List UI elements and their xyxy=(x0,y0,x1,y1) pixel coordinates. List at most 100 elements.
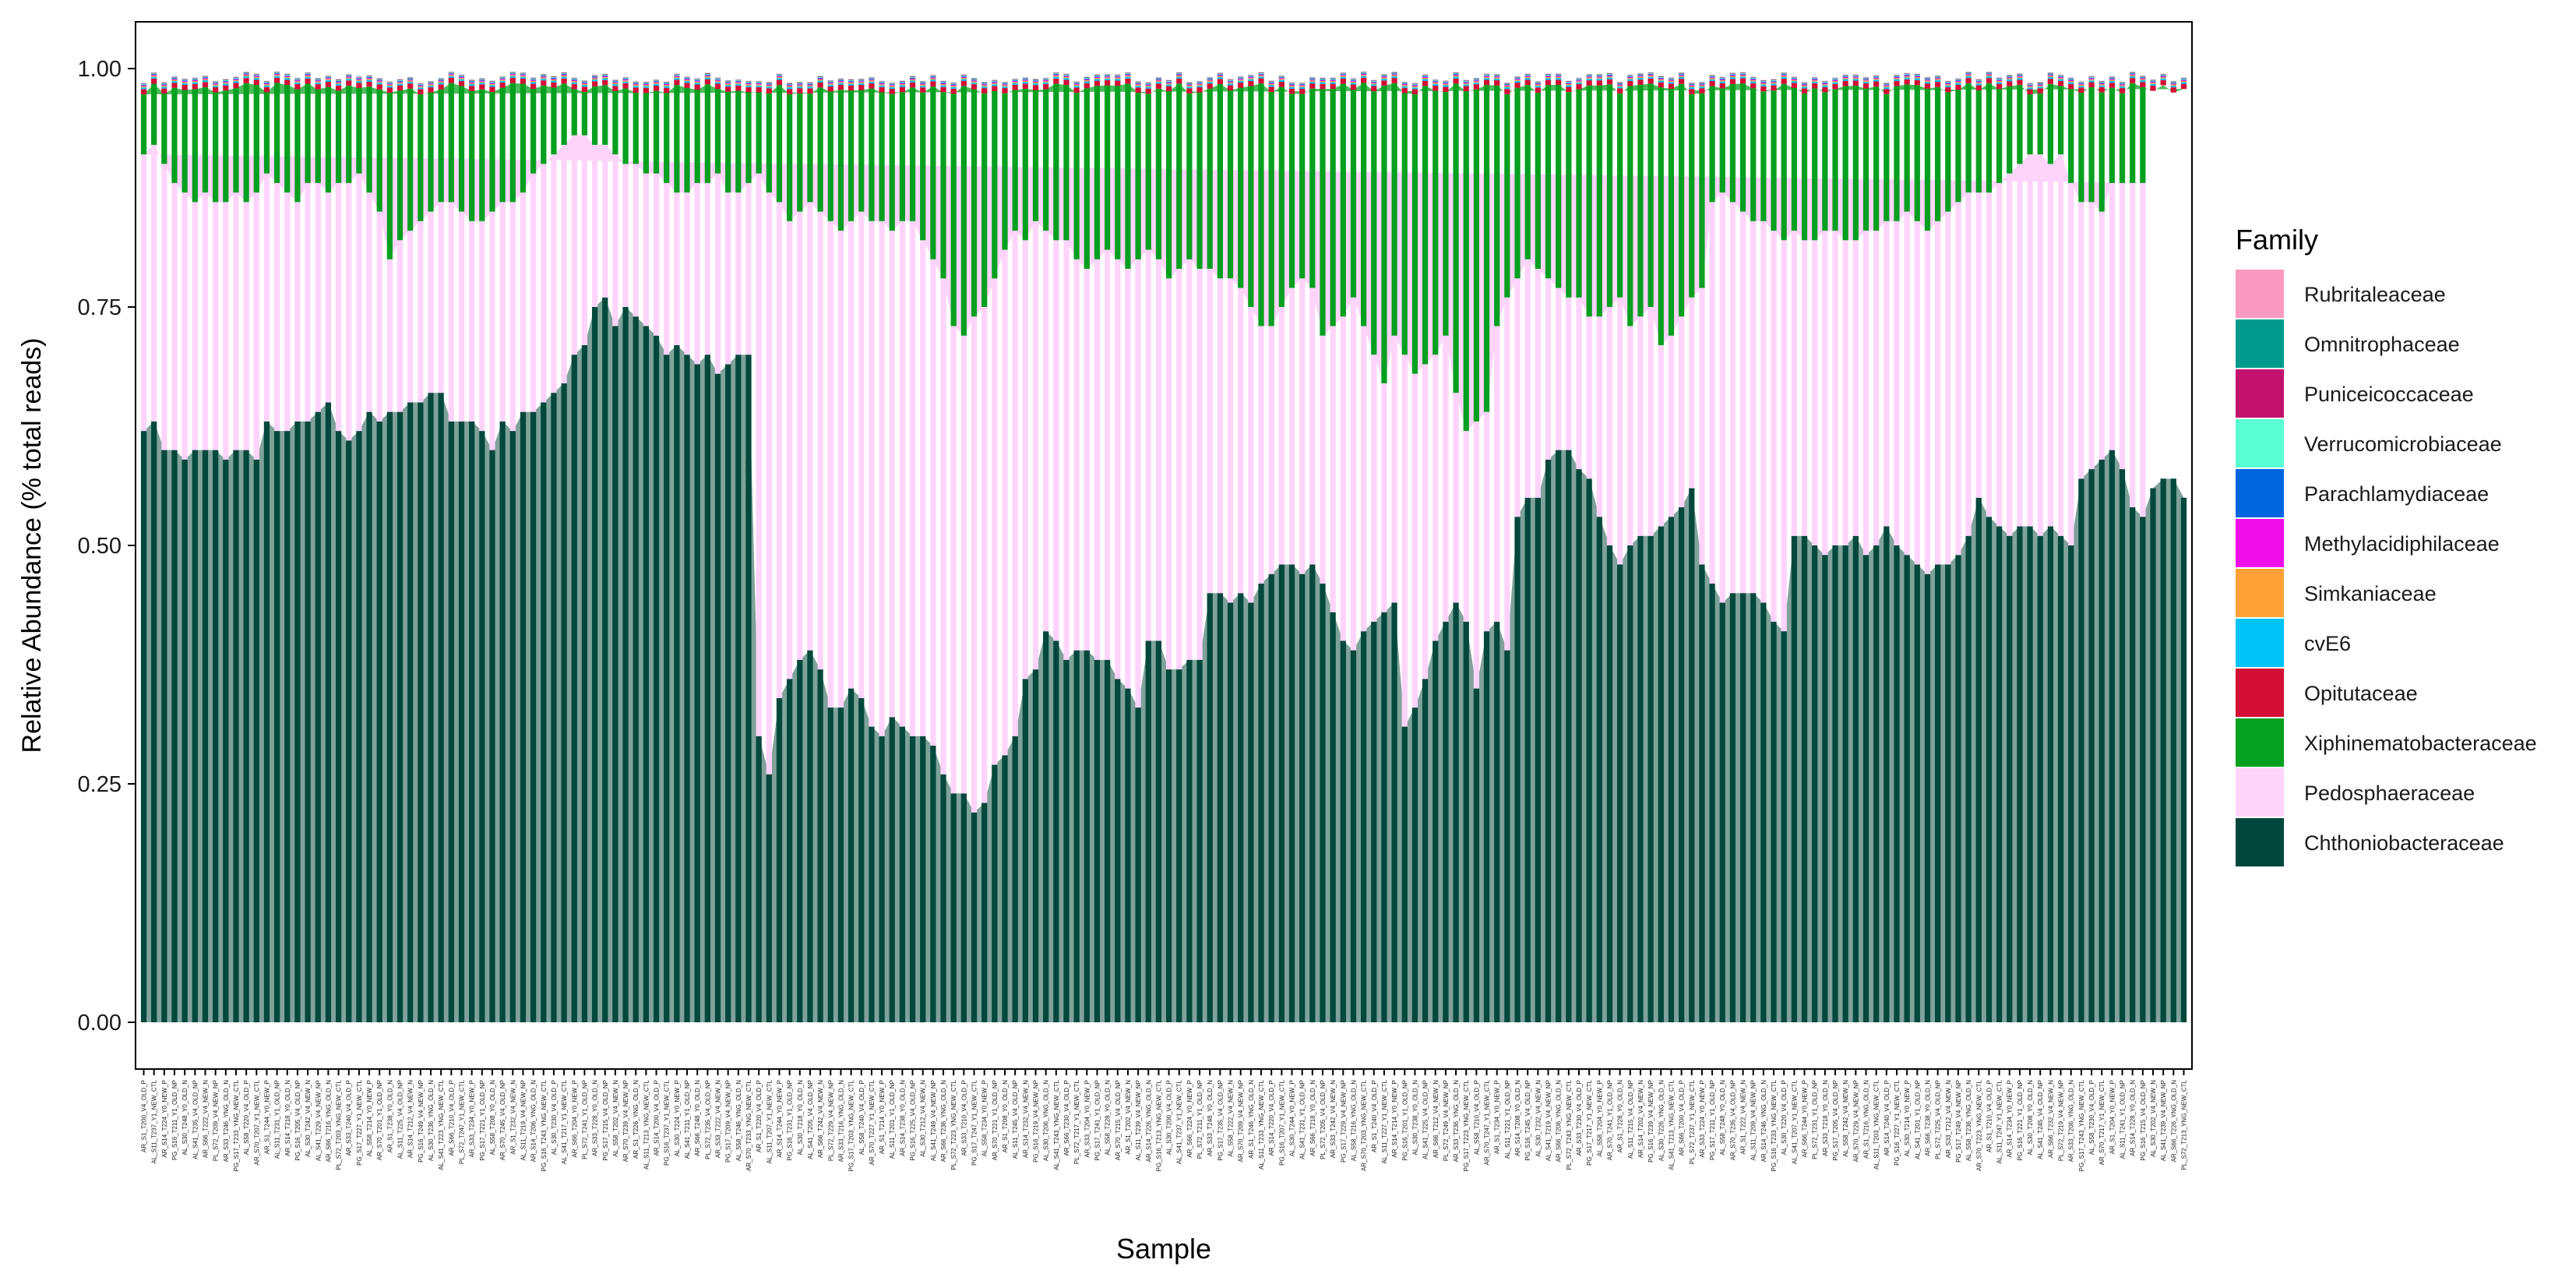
segment-methylacidiphilaceae xyxy=(1155,79,1162,81)
segment-verrucomicrobiaceae xyxy=(1063,74,1070,76)
segment-puniceicoccaceae xyxy=(1852,75,1859,76)
segment-verrucomicrobiaceae xyxy=(551,77,557,78)
x-tick-label: AR_S70_T217_Y1_NEW_CTL xyxy=(2099,1079,2106,1165)
segment-xiphinematobacteraceae xyxy=(1832,89,1838,231)
segment-parachlamydiaceae xyxy=(992,81,998,83)
sample-bar xyxy=(612,79,618,1023)
segment-chthoniobacteraceae xyxy=(151,421,157,1022)
segment-xiphinematobacteraceae xyxy=(1760,91,1767,221)
segment-methylacidiphilaceae xyxy=(181,81,188,83)
segment-puniceicoccaceae xyxy=(2047,72,2054,74)
segment-cve6 xyxy=(756,85,762,87)
segment-parachlamydiaceae xyxy=(202,77,209,79)
segment-cve6 xyxy=(1084,81,1090,83)
segment-methylacidiphilaceae xyxy=(1975,81,1982,83)
segment-xiphinematobacteraceae xyxy=(612,90,618,155)
x-tick-label: AR_S14_T234_Y0_NEW_P xyxy=(2007,1080,2014,1158)
segment-xiphinematobacteraceae xyxy=(1699,93,1705,288)
x-tick-label: AR_S70_T207_Y1_NEW_CTL xyxy=(253,1079,260,1165)
segment-puniceicoccaceae xyxy=(960,75,967,76)
segment-puniceicoccaceae xyxy=(1719,77,1725,79)
x-tick-label: AL_S41_T213_YNG_NEW_CTL xyxy=(1668,1079,1675,1170)
segment-chthoniobacteraceae xyxy=(1002,755,1008,1022)
segment-parachlamydiaceae xyxy=(797,83,803,85)
segment-simkaniaceae xyxy=(1832,81,1838,83)
segment-xiphinematobacteraceae xyxy=(1556,84,1562,288)
segment-opitutaceae xyxy=(1422,80,1429,86)
segment-xiphinematobacteraceae xyxy=(1432,90,1439,355)
segment-methylacidiphilaceae xyxy=(612,82,618,83)
segment-cve6 xyxy=(171,81,178,83)
x-tick-label: AR_S70_T229_V4_NEW_NP xyxy=(1852,1080,1859,1162)
segment-verrucomicrobiaceae xyxy=(1309,78,1316,79)
sample-bar xyxy=(674,73,680,1023)
segment-cve6 xyxy=(1248,79,1254,81)
segment-simkaniaceae xyxy=(263,84,270,86)
segment-xiphinematobacteraceae xyxy=(1545,85,1552,279)
segment-cve6 xyxy=(2119,86,2126,89)
segment-pedosphaeraceae xyxy=(509,202,516,432)
x-tick-label: PG_S16_T205_V4_OLD_NP xyxy=(294,1080,301,1161)
segment-simkaniaceae xyxy=(458,78,465,79)
sample-bar xyxy=(1320,77,1326,1022)
sample-bar xyxy=(858,78,865,1022)
segment-parachlamydiaceae xyxy=(971,79,978,81)
segment-opitutaceae xyxy=(1699,88,1705,94)
segment-methylacidiphilaceae xyxy=(1320,79,1326,82)
segment-chthoniobacteraceae xyxy=(1330,612,1336,1022)
segment-xiphinematobacteraceae xyxy=(1443,91,1449,336)
segment-cve6 xyxy=(530,82,537,84)
segment-chthoniobacteraceae xyxy=(1504,650,1510,1022)
segment-opitutaceae xyxy=(2160,79,2166,86)
segment-methylacidiphilaceae xyxy=(213,83,219,85)
segment-pedosphaeraceae xyxy=(151,144,157,422)
segment-xiphinematobacteraceae xyxy=(192,89,198,203)
sample-bar xyxy=(223,79,229,1022)
segment-simkaniaceae xyxy=(981,85,988,86)
segment-puniceicoccaceae xyxy=(725,80,731,82)
segment-simkaniaceae xyxy=(1473,81,1480,83)
segment-parachlamydiaceae xyxy=(448,73,454,75)
sample-bar xyxy=(530,77,537,1022)
segment-opitutaceae xyxy=(1822,86,1828,93)
segment-simkaniaceae xyxy=(386,84,393,86)
segment-puniceicoccaceae xyxy=(1586,74,1592,76)
y-tick-label: 0.00 xyxy=(78,1011,122,1036)
segment-parachlamydiaceae xyxy=(1145,83,1151,85)
segment-cve6 xyxy=(2027,87,2033,90)
segment-cve6 xyxy=(653,83,660,86)
sample-bar xyxy=(418,83,424,1022)
segment-simkaniaceae xyxy=(1443,83,1449,86)
segment-xiphinematobacteraceae xyxy=(407,88,414,231)
segment-chthoniobacteraceae xyxy=(1545,459,1552,1022)
sample-bar xyxy=(981,82,988,1022)
segment-chthoniobacteraceae xyxy=(2027,526,2033,1022)
segment-xiphinematobacteraceae xyxy=(1965,83,1972,193)
segment-methylacidiphilaceae xyxy=(151,75,157,76)
segment-cve6 xyxy=(2150,83,2156,86)
segment-pedosphaeraceae xyxy=(1340,316,1346,641)
segment-xiphinematobacteraceae xyxy=(305,83,311,183)
segment-methylacidiphilaceae xyxy=(273,73,280,76)
sample-bar xyxy=(1586,73,1592,1022)
segment-xiphinematobacteraceae xyxy=(950,94,957,326)
segment-parachlamydiaceae xyxy=(305,74,311,75)
segment-verrucomicrobiaceae xyxy=(325,76,332,78)
x-tick-label: AR_S1_T220_V4_OLD_P xyxy=(756,1080,763,1152)
segment-verrucomicrobiaceae xyxy=(356,77,362,79)
segment-chthoniobacteraceae xyxy=(1361,631,1367,1022)
segment-cve6 xyxy=(612,84,618,86)
segment-chthoniobacteraceae xyxy=(366,411,372,1022)
x-tick-label: AR_S33_T230_V4_OLD_P xyxy=(1576,1080,1583,1156)
sample-bar xyxy=(1945,80,1951,1022)
segment-opitutaceae xyxy=(1678,79,1685,84)
segment-cve6 xyxy=(858,83,865,86)
segment-chthoniobacteraceae xyxy=(2180,497,2187,1022)
segment-methylacidiphilaceae xyxy=(1217,75,1224,76)
segment-verrucomicrobiaceae xyxy=(253,74,259,76)
segment-simkaniaceae xyxy=(1043,81,1049,83)
segment-cve6 xyxy=(2130,76,2136,79)
sample-bar xyxy=(817,76,823,1022)
segment-pedosphaeraceae xyxy=(2099,211,2105,460)
sample-bar xyxy=(1760,79,1767,1022)
